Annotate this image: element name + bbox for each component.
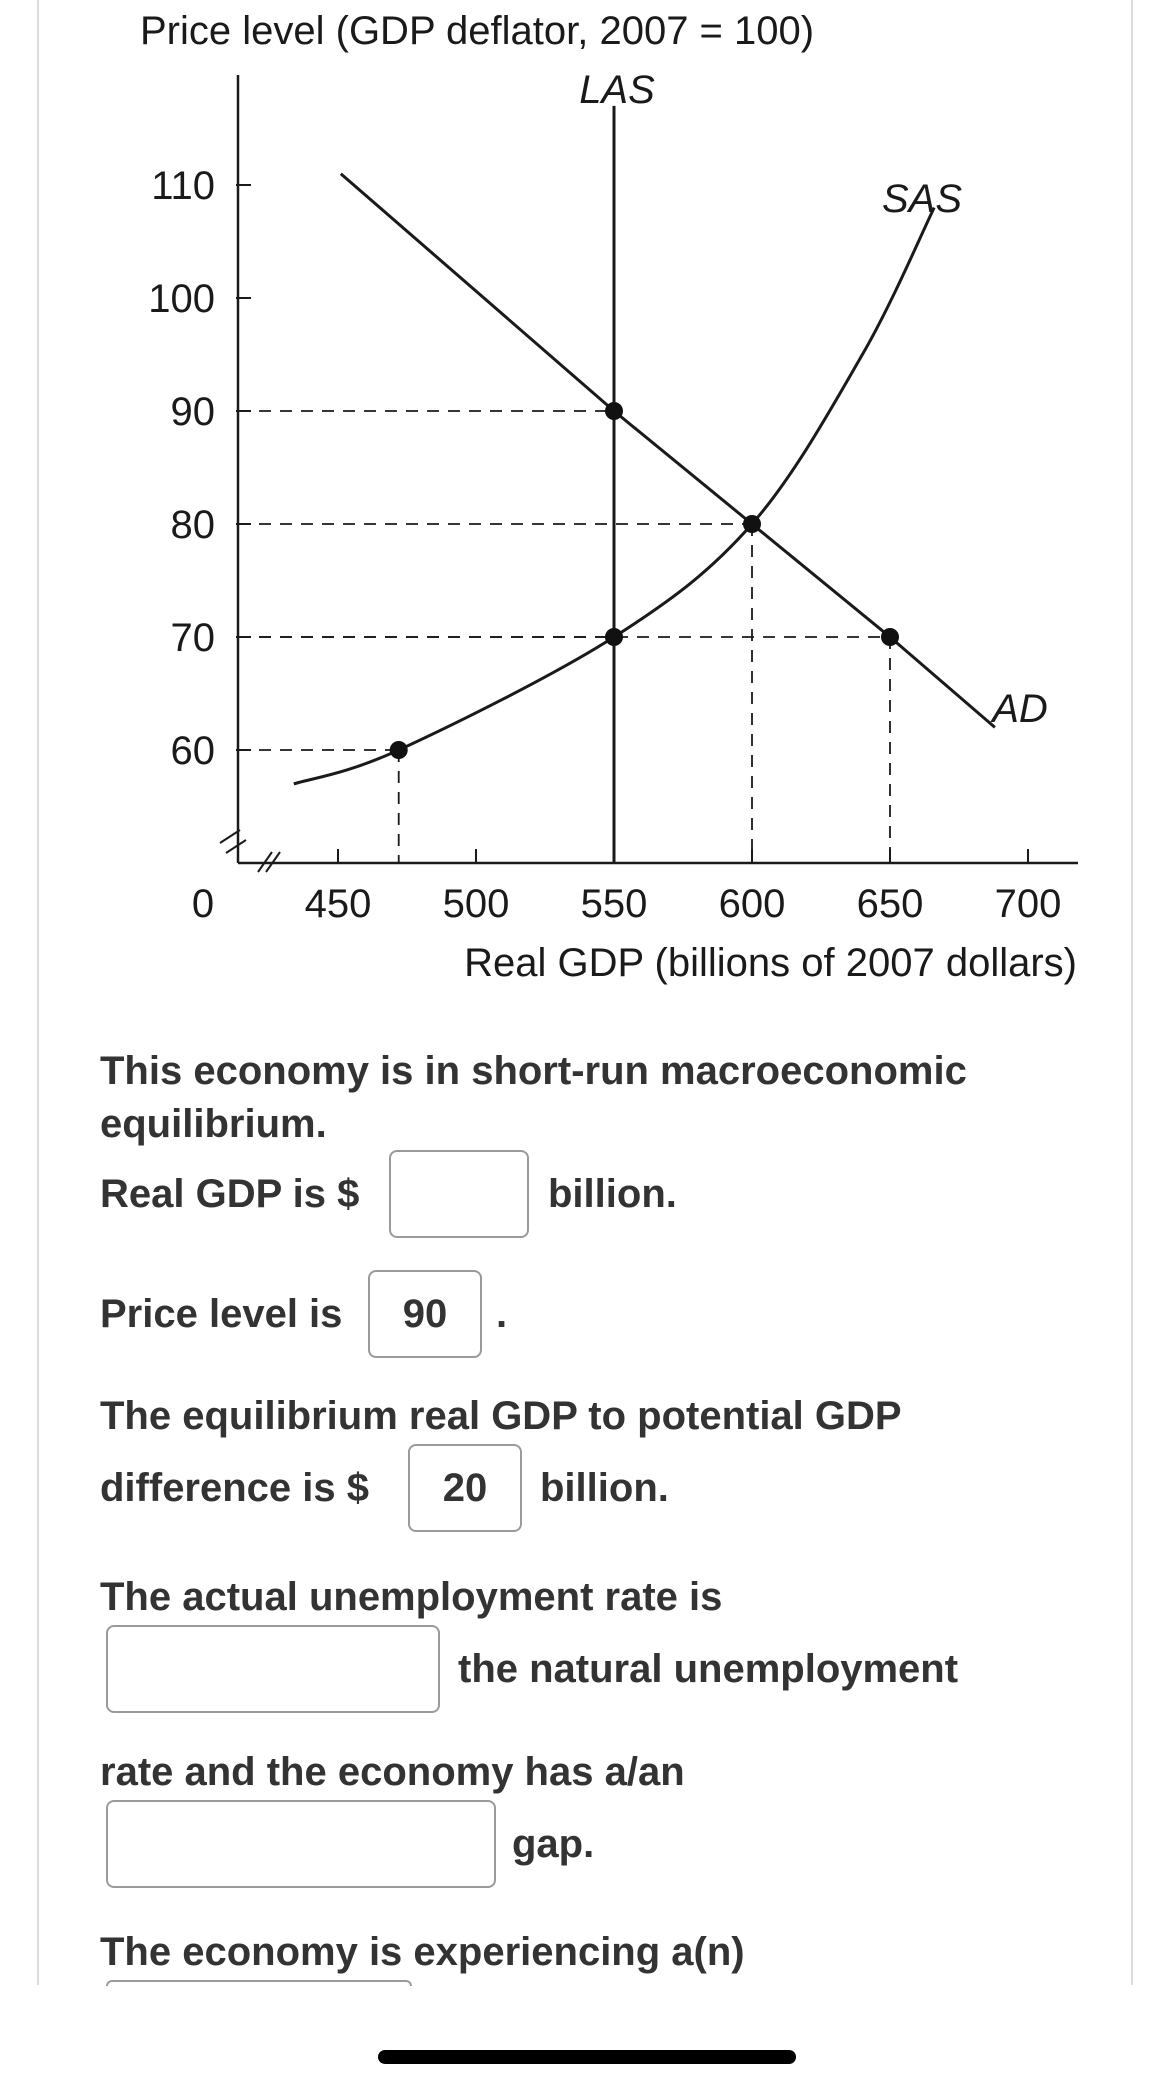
difference-unit: billion. [540, 1466, 669, 1510]
marked-point [743, 515, 761, 533]
chart: 60 70 80 90 100 110 450 500 550 600 650 700 0 Price l… [140, 9, 1078, 985]
y-tick-label: 70 [171, 616, 216, 660]
price-level-input[interactable]: 90 [368, 1270, 482, 1358]
axis-break-x [257, 851, 281, 873]
x-tick-label: 550 [581, 882, 648, 926]
difference-label: difference is $ [100, 1466, 370, 1510]
difference-input[interactable]: 20 [408, 1444, 522, 1532]
y-tick-label: 60 [171, 729, 216, 773]
marked-point [389, 741, 408, 759]
difference-question-text: The equilibrium real GDP to potential GD… [100, 1394, 902, 1438]
home-indicator [378, 2050, 796, 2064]
real-gdp-input[interactable] [389, 1150, 529, 1238]
real-gdp-label: Real GDP is $ [100, 1172, 360, 1216]
question-text-equilibrium-cont: equilibrium. [100, 1102, 327, 1146]
y-axis-title: Price level (GDP deflator, 2007 = 100) [140, 9, 814, 53]
y-tick-label: 90 [171, 390, 216, 434]
marked-point [605, 402, 623, 420]
origin-label: 0 [192, 882, 214, 926]
bottom-safe-area [0, 1986, 1170, 2085]
x-axis-title: Real GDP (billions of 2007 dollars) [464, 941, 1077, 985]
right-frame-border [1131, 0, 1133, 1985]
ad-label: AD [990, 687, 1048, 731]
y-tick-label: 100 [148, 277, 215, 321]
y-tick-label: 110 [151, 164, 215, 208]
experiencing-question-text: The economy is experiencing a(n) [100, 1930, 745, 1974]
price-level-label: Price level is [100, 1292, 343, 1336]
gap-question-text: rate and the economy has a/an [100, 1750, 685, 1794]
gap-type-select[interactable] [106, 1800, 496, 1888]
x-tick-label: 450 [305, 882, 372, 926]
x-tick-label: 650 [857, 882, 924, 926]
axis-break-y [219, 829, 247, 854]
left-frame-border [37, 0, 39, 1985]
unemployment-question-cont: the natural unemployment [458, 1647, 959, 1691]
real-gdp-unit: billion. [548, 1172, 677, 1216]
price-level-period: . [496, 1292, 508, 1336]
marked-point [605, 628, 623, 646]
x-tick-label: 600 [719, 882, 786, 926]
gap-unit: gap. [512, 1822, 595, 1866]
ad-curve [339, 172, 996, 729]
experiencing-select-partial[interactable] [106, 1980, 412, 1986]
las-label: LAS [579, 68, 655, 112]
sas-label: SAS [882, 177, 962, 221]
unemployment-question-text: The actual unemployment rate is [100, 1575, 723, 1619]
marked-point [881, 628, 899, 646]
question-text-equilibrium: This economy is in short-run macroeconom… [100, 1049, 967, 1093]
unemployment-comparison-select[interactable] [106, 1625, 440, 1713]
y-tick-label: 80 [171, 503, 216, 547]
x-tick-label: 500 [443, 882, 510, 926]
x-tick-label: 700 [995, 882, 1062, 926]
